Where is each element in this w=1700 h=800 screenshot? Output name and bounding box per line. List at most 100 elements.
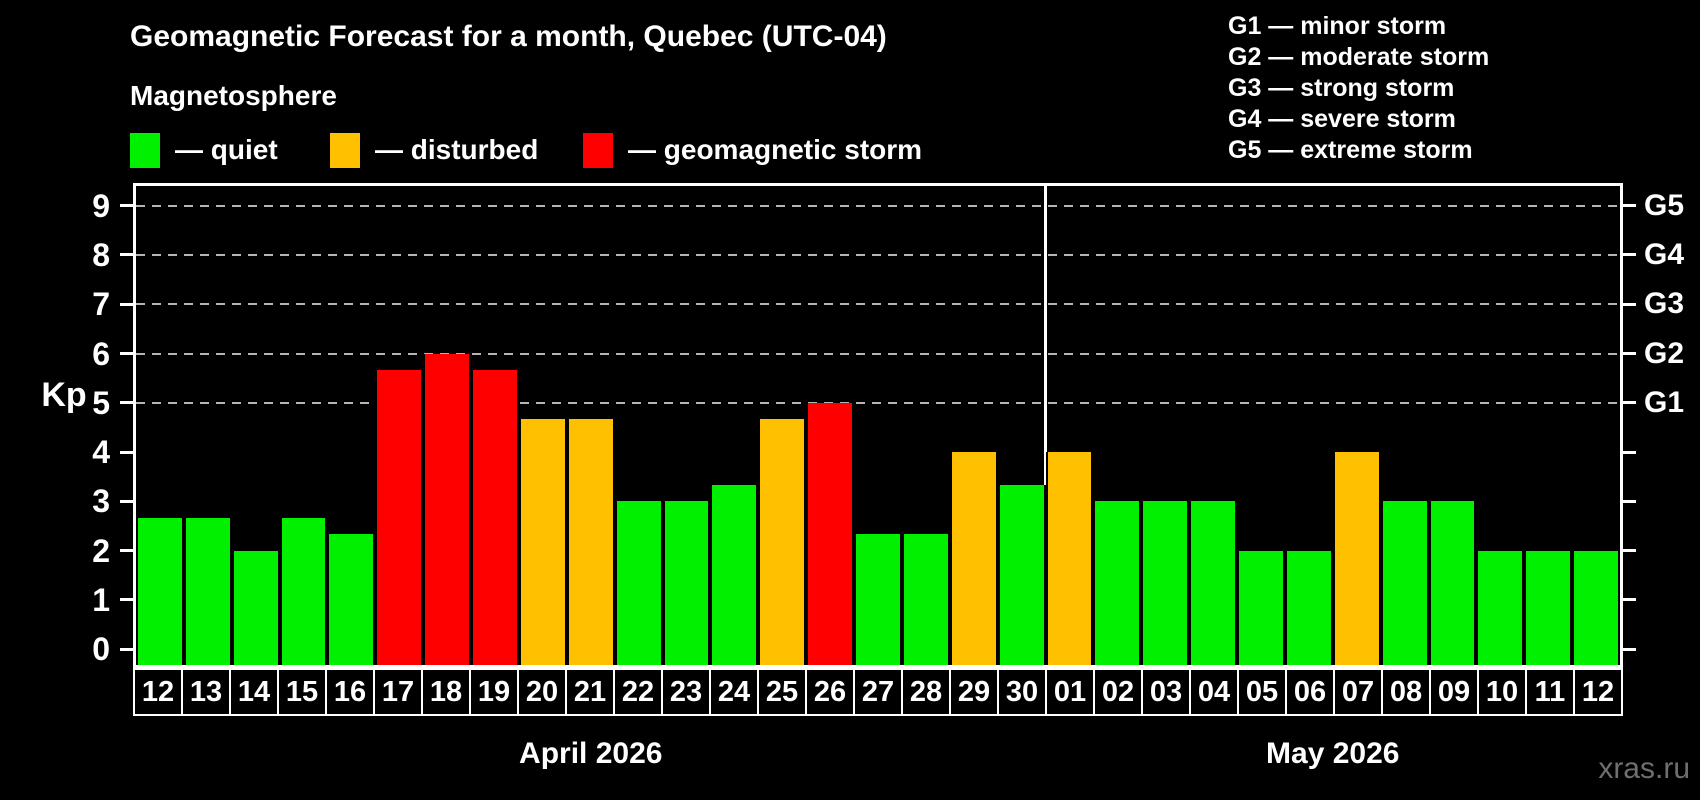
day-label-apr-22: 22 xyxy=(613,668,663,716)
g-axis-label-g3: G3 xyxy=(1644,287,1685,321)
g-axis-label-g5: G5 xyxy=(1644,188,1685,222)
y-tick-label-6: 6 xyxy=(92,335,110,372)
day-label-apr-15: 15 xyxy=(277,668,327,716)
y-tick-label-0: 0 xyxy=(92,631,110,668)
bar-may-10 xyxy=(1476,550,1525,665)
day-label-apr-19: 19 xyxy=(469,668,519,716)
y-tick-left-2 xyxy=(120,549,133,553)
y-tick-label-8: 8 xyxy=(92,236,110,273)
y-tick-label-1: 1 xyxy=(92,581,110,618)
y-tick-label-7: 7 xyxy=(92,286,110,323)
legend-item-quiet: — quiet xyxy=(130,131,278,169)
bar-apr-14 xyxy=(231,550,280,665)
y-tick-left-6 xyxy=(120,352,133,355)
bar-may-04 xyxy=(1189,501,1238,665)
legend-item-label: — quiet xyxy=(175,134,278,165)
y-tick-right-2 xyxy=(1623,549,1636,553)
bar-apr-16 xyxy=(327,534,376,665)
day-label-apr-14: 14 xyxy=(229,668,279,716)
y-tick-right-0 xyxy=(1623,647,1636,651)
day-label-may-03: 03 xyxy=(1141,668,1191,716)
y-tick-label-4: 4 xyxy=(92,434,110,471)
bar-may-01 xyxy=(1045,452,1094,665)
bar-may-05 xyxy=(1237,550,1285,665)
bar-may-09 xyxy=(1428,501,1477,665)
bar-apr-20 xyxy=(518,419,567,665)
y-tick-label-9: 9 xyxy=(92,187,110,224)
day-label-apr-20: 20 xyxy=(517,668,567,716)
day-label-may-06: 06 xyxy=(1285,668,1335,716)
y-axis-title: Kp xyxy=(41,375,87,414)
y-tick-left-1 xyxy=(120,598,133,602)
y-tick-label-2: 2 xyxy=(92,532,110,569)
y-tick-left-8 xyxy=(120,253,133,257)
plot-area xyxy=(133,183,1623,668)
g-legend-line-g1: G1 — minor storm xyxy=(1228,12,1447,40)
y-tick-right-8 xyxy=(1623,253,1636,257)
day-label-apr-29: 29 xyxy=(949,668,999,716)
y-tick-right-3 xyxy=(1623,499,1636,503)
chart-title: Geomagnetic Forecast for a month, Quebec… xyxy=(130,20,887,53)
gridline-kp5 xyxy=(136,401,1620,404)
day-label-apr-17: 17 xyxy=(373,668,423,716)
month-label-april: April 2026 xyxy=(519,737,663,770)
day-label-may-07: 07 xyxy=(1333,668,1383,716)
day-label-may-01: 01 xyxy=(1045,668,1095,716)
day-label-may-09: 09 xyxy=(1429,668,1479,716)
bar-apr-18 xyxy=(423,353,472,665)
g-legend-line-g3: G3 — strong storm xyxy=(1228,74,1455,102)
y-tick-label-3: 3 xyxy=(92,483,110,520)
legend-item-storm: — geomagnetic storm xyxy=(583,131,922,169)
y-tick-right-9 xyxy=(1623,204,1636,208)
watermark: xras.ru xyxy=(1598,752,1690,785)
day-label-may-10: 10 xyxy=(1477,668,1527,716)
day-label-apr-21: 21 xyxy=(565,668,615,716)
gridline-kp7 xyxy=(136,303,1620,306)
legend-item-disturbed: — disturbed xyxy=(330,131,538,169)
bar-apr-13 xyxy=(183,517,232,665)
y-tick-right-6 xyxy=(1623,352,1636,355)
y-tick-right-4 xyxy=(1623,450,1636,454)
gridline-kp8 xyxy=(136,253,1620,256)
g-legend-line-g5: G5 — extreme storm xyxy=(1228,136,1473,164)
g-legend-line-g2: G2 — moderate storm xyxy=(1228,43,1490,71)
day-label-apr-12: 12 xyxy=(133,668,183,716)
bar-may-11 xyxy=(1524,550,1573,665)
bar-apr-29 xyxy=(949,452,998,665)
bar-apr-21 xyxy=(566,419,615,665)
bar-apr-23 xyxy=(662,501,711,665)
y-tick-left-9 xyxy=(120,204,133,208)
legend-item-label: — disturbed xyxy=(375,134,539,165)
storm-color-swatch xyxy=(583,132,613,168)
y-tick-left-5 xyxy=(120,401,133,405)
y-tick-left-7 xyxy=(120,302,133,306)
bar-apr-26 xyxy=(806,402,855,665)
y-tick-left-4 xyxy=(120,450,133,454)
y-tick-left-3 xyxy=(120,499,133,503)
bar-may-06 xyxy=(1284,550,1333,665)
month-label-may: May 2026 xyxy=(1266,737,1400,770)
gridline-kp6 xyxy=(136,352,1620,355)
day-label-apr-16: 16 xyxy=(325,668,375,716)
day-label-apr-27: 27 xyxy=(853,668,903,716)
day-label-apr-18: 18 xyxy=(421,668,471,716)
bar-may-07 xyxy=(1332,452,1381,665)
bar-apr-25 xyxy=(758,419,807,665)
legend-item-label: — geomagnetic storm xyxy=(628,134,923,165)
day-label-may-11: 11 xyxy=(1525,668,1575,716)
g-legend-line-g4: G4 — severe storm xyxy=(1228,105,1456,133)
y-tick-right-5 xyxy=(1623,401,1636,405)
g-axis-label-g1: G1 xyxy=(1644,385,1685,419)
day-label-may-08: 08 xyxy=(1381,668,1431,716)
bar-apr-22 xyxy=(614,501,663,665)
day-label-apr-26: 26 xyxy=(805,668,855,716)
quiet-color-swatch xyxy=(130,132,160,168)
day-label-apr-24: 24 xyxy=(709,668,759,716)
bar-apr-30 xyxy=(997,485,1046,665)
bar-apr-12 xyxy=(136,517,184,665)
day-label-apr-25: 25 xyxy=(757,668,807,716)
bar-apr-15 xyxy=(279,517,328,665)
gridline-kp9 xyxy=(136,204,1620,207)
y-tick-left-0 xyxy=(120,647,133,651)
day-label-apr-13: 13 xyxy=(181,668,231,716)
